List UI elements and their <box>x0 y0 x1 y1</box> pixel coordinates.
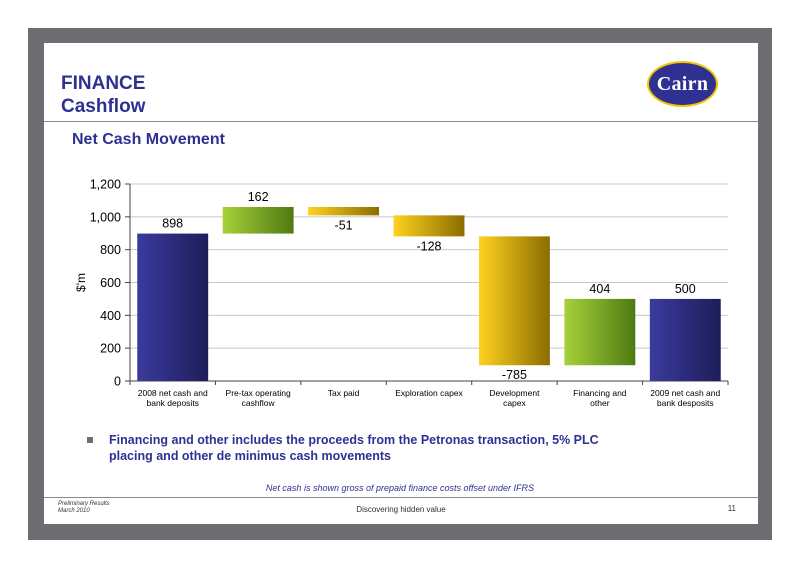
footer-left-line-2: March 2010 <box>58 508 90 514</box>
bar-decrease <box>393 215 465 237</box>
data-label: 898 <box>162 217 183 231</box>
page-top-margin <box>0 0 800 28</box>
bar-total <box>137 233 209 381</box>
title-divider <box>44 121 758 122</box>
y-tick-label: 1,000 <box>90 210 121 224</box>
x-tick-label: Financing and <box>573 388 627 398</box>
y-tick-label: 800 <box>100 243 121 257</box>
logo-text: Cairn <box>656 72 709 95</box>
slide: FINANCE Cashflow Cairn Net Cash Movement… <box>44 43 758 524</box>
x-tick-label: cashflow <box>242 398 276 408</box>
cairn-logo: Cairn <box>647 61 718 107</box>
x-tick-label: other <box>590 398 610 408</box>
data-label: -128 <box>416 239 441 253</box>
footer-divider <box>44 497 758 498</box>
footer-tagline: Discovering hidden value <box>356 505 446 514</box>
x-tick-label: Pre-tax operating <box>226 388 291 398</box>
y-tick-label: 400 <box>100 309 121 323</box>
slide-title: FINANCE Cashflow <box>61 72 145 118</box>
ifrs-note: Net cash is shown gross of prepaid finan… <box>44 483 758 493</box>
page-number: 11 <box>727 504 736 513</box>
waterfall-chart: 0 200 400 600 800 1,000 1,200 $'m 898 162 -51 -128 -… <box>74 178 729 408</box>
data-label: 162 <box>248 190 269 204</box>
title-line-1: FINANCE <box>61 73 146 94</box>
y-tick-label: 200 <box>100 342 121 356</box>
x-tick-label: bank desposits <box>657 398 714 408</box>
bar-increase <box>222 206 294 234</box>
footer-left: Preliminary Results March 2010 <box>58 501 110 515</box>
ifrs-note-text: Net cash is shown gross of prepaid finan… <box>265 483 535 493</box>
bar-total <box>649 298 721 381</box>
x-tick-label: capex <box>503 398 526 408</box>
title-line-2: Cashflow <box>61 96 146 117</box>
bar-increase <box>564 298 636 366</box>
bar-decrease <box>478 236 550 366</box>
x-tick-label: Development <box>489 388 540 398</box>
data-label: -785 <box>502 368 527 382</box>
footer-left-line-1: Preliminary Results <box>58 501 110 507</box>
data-label: -51 <box>335 218 353 232</box>
bullet-square-icon <box>87 437 93 443</box>
y-axis-label: $'m <box>74 273 88 292</box>
x-tick-label: 2009 net cash and <box>650 388 720 398</box>
y-tick-label: 600 <box>100 276 121 290</box>
y-tick-label: 1,200 <box>90 178 121 192</box>
x-tick-label: 2008 net cash and <box>138 388 208 398</box>
chart-heading: Net Cash Movement <box>72 131 225 148</box>
bar-decrease <box>308 206 380 216</box>
data-label: 404 <box>589 282 610 296</box>
x-tick-label: Exploration capex <box>395 388 463 398</box>
x-tick-label: Tax paid <box>328 388 360 398</box>
y-tick-label: 0 <box>114 375 121 389</box>
data-label: 500 <box>675 282 696 296</box>
x-tick-label: bank deposits <box>146 398 198 408</box>
bullet-text: Financing and other includes the proceed… <box>109 433 599 463</box>
